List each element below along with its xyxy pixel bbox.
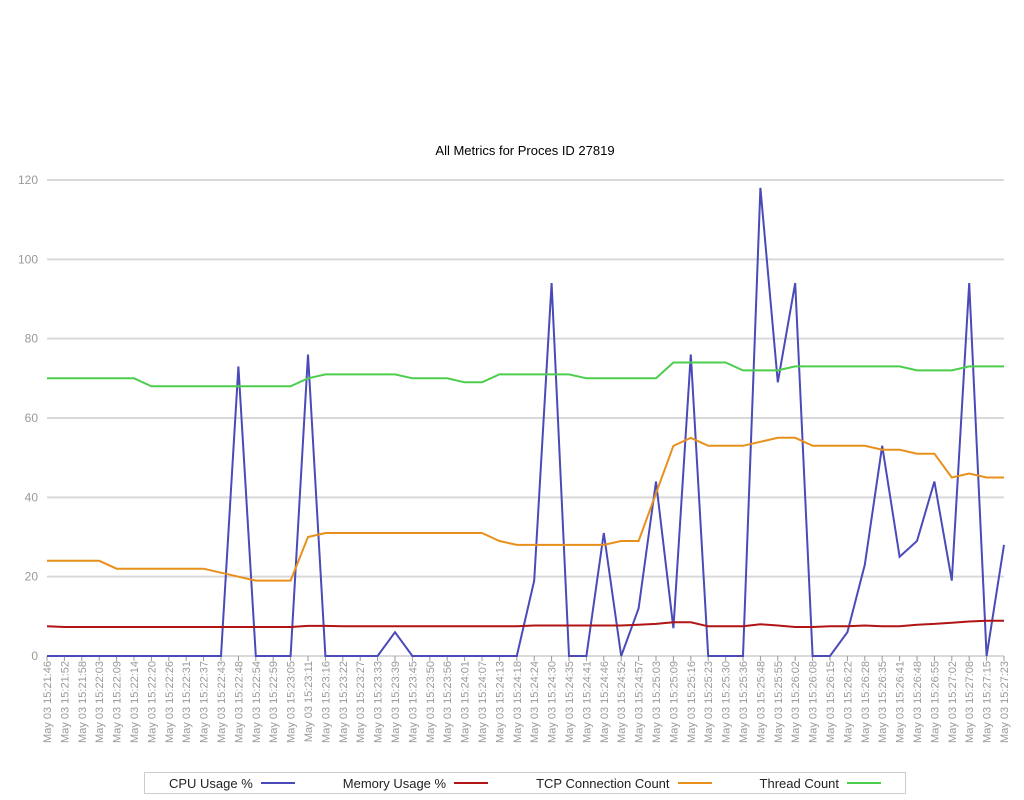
legend-swatch [260, 782, 295, 784]
x-tick-label: May 03 15:21:52 [59, 661, 71, 743]
x-tick-label: May 03 15:23:16 [320, 661, 332, 743]
x-tick-label: May 03 15:22:26 [164, 661, 176, 743]
x-tick-label: May 03 15:23:22 [338, 661, 350, 743]
series-lines [46, 187, 1005, 657]
x-tick-label: May 03 15:22:54 [251, 661, 263, 743]
x-tick-label: May 03 15:22:14 [129, 661, 141, 743]
x-tick-label: May 03 15:26:22 [842, 661, 854, 743]
x-tick-label: May 03 15:25:09 [668, 661, 680, 743]
legend-swatch [454, 782, 489, 784]
x-tick-label: May 03 15:26:41 [895, 661, 907, 743]
x-tick-label: May 03 15:24:35 [564, 661, 576, 743]
series-line-cpu-usage [47, 187, 1005, 657]
legend: CPU Usage % Memory Usage % TCP Connection … [144, 772, 906, 794]
x-tick-label: May 03 15:22:37 [199, 661, 211, 743]
x-tick-label: May 03 15:25:30 [721, 661, 733, 743]
x-tick-label: May 03 15:22:59 [268, 661, 280, 743]
y-axis-ticks: 0 20 40 60 80 100 120 [18, 173, 38, 663]
x-tick-label: May 03 15:27:15 [982, 661, 994, 743]
x-tick-label: May 03 15:23:05 [286, 661, 298, 743]
y-tick-label: 0 [31, 649, 38, 663]
series-line-thread-count [47, 361, 1004, 388]
y-tick-label: 60 [25, 411, 39, 425]
x-tick-label: May 03 15:23:50 [425, 661, 437, 743]
legend-label: Thread Count [759, 775, 840, 791]
x-tick-label: May 03 15:24:07 [477, 661, 489, 743]
x-tick-label: May 03 15:24:18 [512, 661, 524, 743]
x-tick-label: May 03 15:26:48 [912, 661, 924, 743]
x-tick-label: May 03 15:26:28 [860, 661, 872, 743]
line-chart: All Metrics for Proces ID 27819 0 20 40 60 8… [18, 143, 1011, 743]
x-tick-label: May 03 15:25:16 [686, 661, 698, 743]
x-tick-label: May 03 15:26:08 [808, 661, 820, 743]
y-tick-label: 40 [25, 490, 39, 504]
x-tick-label: May 03 15:22:48 [233, 661, 245, 743]
x-tick-label: May 03 15:26:15 [825, 661, 837, 743]
x-tick-label: May 03 15:24:46 [599, 661, 611, 743]
chart-title: All Metrics for Proces ID 27819 [435, 143, 614, 158]
legend-item: Memory Usage % [333, 776, 498, 791]
x-tick-label: May 03 15:25:03 [651, 661, 663, 743]
legend-label: TCP Connection Count [536, 775, 670, 791]
x-tick-label: May 03 15:24:13 [494, 661, 506, 743]
x-tick-label: May 03 15:22:31 [181, 661, 193, 743]
legend-item: Thread Count [750, 776, 892, 791]
x-tick-label: May 03 15:21:46 [42, 661, 54, 743]
x-tick-label: May 03 15:25:55 [773, 661, 785, 743]
x-tick-label: May 03 15:23:56 [442, 661, 454, 743]
y-tick-label: 120 [18, 173, 38, 187]
legend-item: CPU Usage % [159, 776, 305, 791]
x-tick-label: May 03 15:23:11 [303, 661, 315, 742]
x-tick-label: May 03 15:24:01 [460, 661, 472, 743]
x-tick-label: May 03 15:22:09 [112, 661, 124, 743]
x-tick-label: May 03 15:26:35 [877, 661, 889, 743]
legend-swatch [847, 782, 882, 784]
x-tick-label: May 03 15:27:23 [999, 661, 1011, 743]
x-tick-label: May 03 15:25:23 [703, 661, 715, 743]
grid-lines [47, 179, 1004, 657]
legend-swatch [677, 782, 712, 784]
x-tick-label: May 03 15:24:41 [581, 661, 593, 743]
x-tick-label: May 03 15:26:55 [929, 661, 941, 743]
legend-item: TCP Connection Count [526, 776, 721, 791]
series-line-memory-usage [46, 619, 1004, 628]
x-tick-label: May 03 15:24:57 [634, 661, 646, 743]
x-tick-label: May 03 15:27:02 [947, 661, 959, 743]
x-tick-label: May 03 15:22:03 [94, 661, 106, 743]
y-tick-label: 80 [25, 332, 39, 346]
x-tick-label: May 03 15:21:58 [77, 661, 89, 743]
x-tick-label: May 03 15:24:30 [547, 661, 559, 743]
x-tick-label: May 03 15:24:52 [616, 661, 628, 743]
x-tick-label: May 03 15:26:02 [790, 661, 802, 743]
x-tick-label: May 03 15:22:43 [216, 661, 228, 743]
x-tick-label: May 03 15:24:24 [529, 661, 541, 743]
x-tick-label: May 03 15:23:39 [390, 661, 402, 743]
x-axis-ticks: May 03 15:21:46 May 03 15:21:52 May 03 15:… [42, 656, 1011, 743]
x-tick-label: May 03 15:27:08 [964, 661, 976, 743]
x-tick-label: May 03 15:23:27 [355, 661, 367, 743]
legend-label: CPU Usage % [168, 775, 253, 791]
x-tick-label: May 03 15:23:33 [373, 661, 385, 743]
legend-label: Memory Usage % [342, 775, 447, 791]
y-tick-label: 100 [18, 252, 38, 266]
series-line-tcp-connection-count [47, 436, 1004, 582]
x-tick-label: May 03 15:25:36 [738, 661, 750, 743]
x-tick-label: May 03 15:23:45 [407, 661, 419, 743]
x-tick-label: May 03 15:22:20 [146, 661, 158, 743]
y-tick-label: 20 [25, 570, 39, 584]
x-tick-label: May 03 15:25:48 [755, 661, 767, 743]
